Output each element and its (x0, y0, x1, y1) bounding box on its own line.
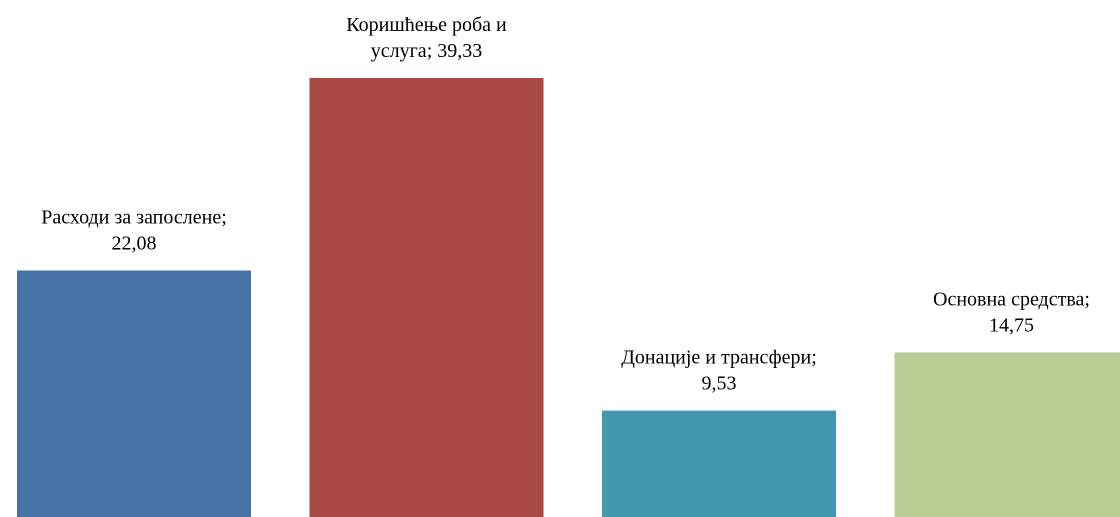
data-label-line1-2: Коришћење роба и (346, 14, 507, 36)
data-label-line2-1: 22,08 (112, 233, 157, 255)
data-label-line1-1: Расходи за запослене; (41, 207, 227, 229)
bar-1 (17, 270, 251, 517)
data-label-line1-4: Основна средства; (933, 288, 1090, 310)
data-label-line2-2: услуга; 39,33 (371, 40, 483, 62)
data-label-line1-3: Донације и трансфери; (621, 347, 817, 369)
data-label-line2-3: 9,53 (702, 373, 737, 395)
bar-3 (602, 410, 836, 517)
bar-2 (309, 78, 544, 517)
bars-group (17, 78, 1120, 517)
data-labels-group: Расходи за запослене; 22,08 Коришћење роба… (41, 14, 1090, 395)
data-label-line2-4: 14,75 (989, 314, 1034, 336)
bar-4 (894, 352, 1120, 517)
